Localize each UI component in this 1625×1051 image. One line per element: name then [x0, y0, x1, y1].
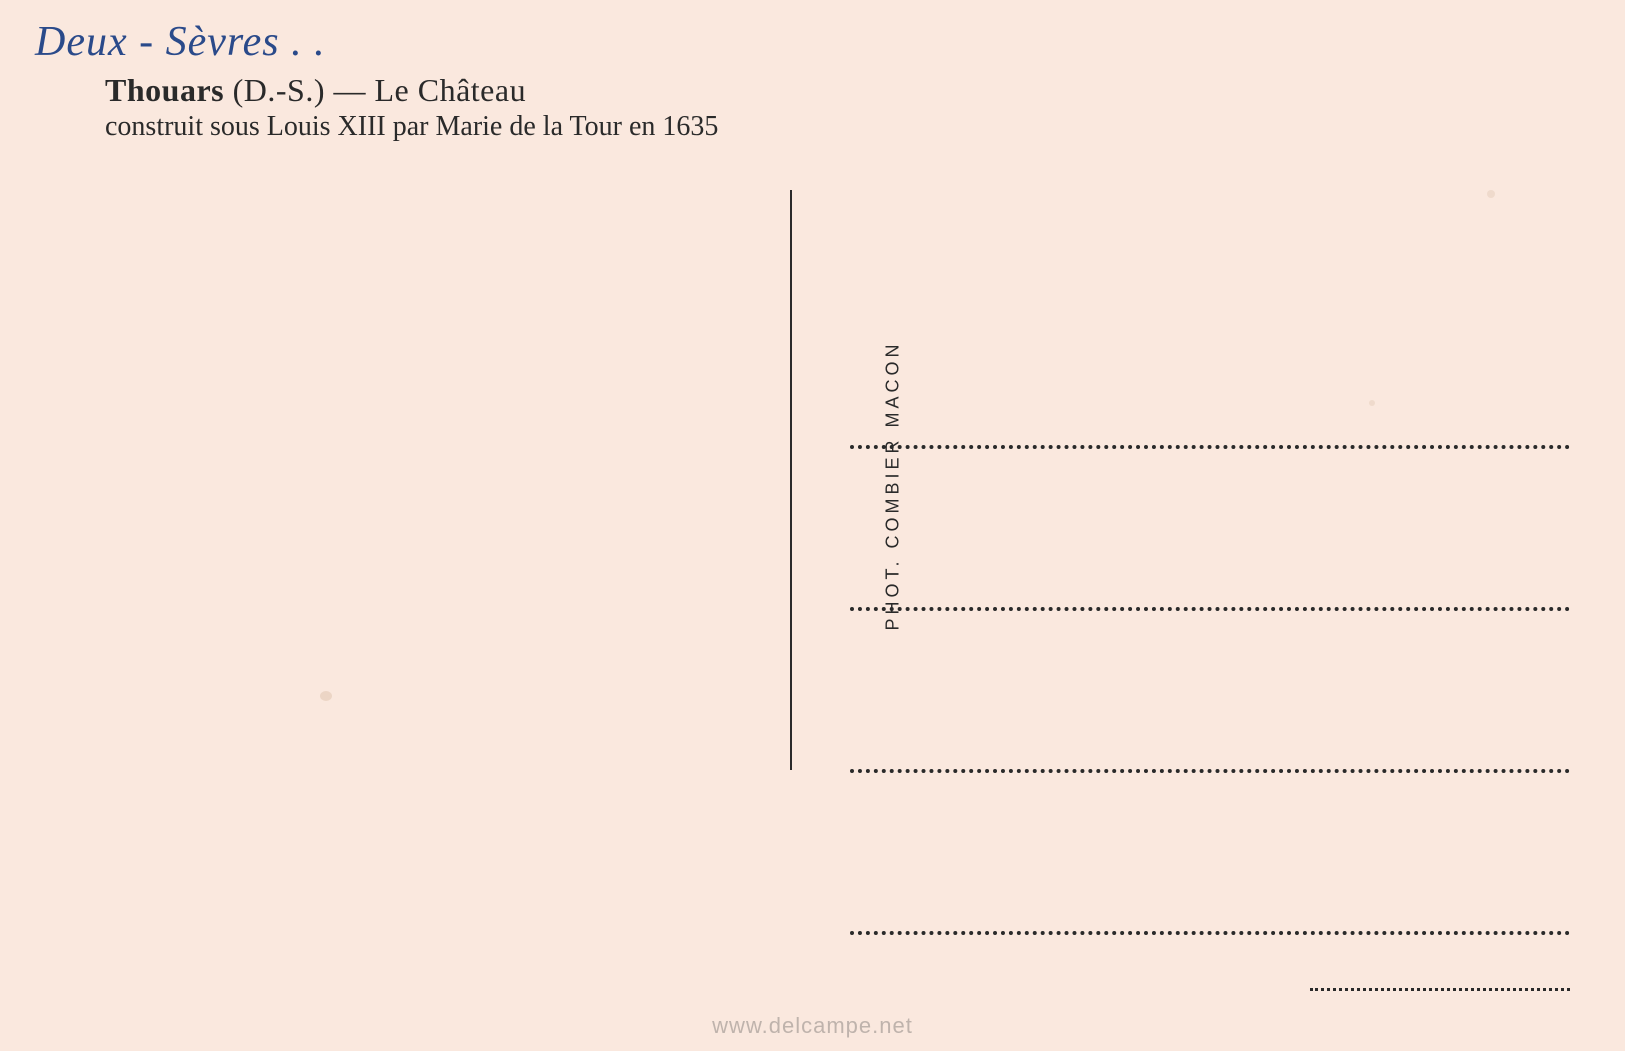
paper-texture [320, 691, 332, 701]
title-description: construit sous Louis XIII par Marie de l… [105, 111, 718, 143]
watermark-text: www.delcampe.net [712, 1013, 913, 1039]
subject-name: Le Château [374, 72, 526, 108]
paper-texture [1369, 400, 1375, 406]
address-line-2 [850, 607, 1570, 611]
address-area [850, 445, 1570, 935]
department-code: (D.-S.) [233, 72, 325, 108]
address-line-1 [850, 445, 1570, 449]
address-line-3 [850, 769, 1570, 773]
postcard-title: Thouars (D.-S.) — Le Château construit s… [105, 72, 718, 143]
stamp-guide-line [1310, 988, 1570, 991]
title-line-1: Thouars (D.-S.) — Le Château [105, 72, 718, 109]
address-line-4 [850, 931, 1570, 935]
location-name: Thouars [105, 72, 224, 108]
handwritten-annotation: Deux - Sèvres . . [35, 18, 326, 66]
paper-texture [1487, 190, 1495, 198]
postcard-back: Deux - Sèvres . . Thouars (D.-S.) — Le C… [0, 0, 1625, 1051]
center-divider [790, 190, 792, 770]
title-separator: — [333, 72, 366, 108]
